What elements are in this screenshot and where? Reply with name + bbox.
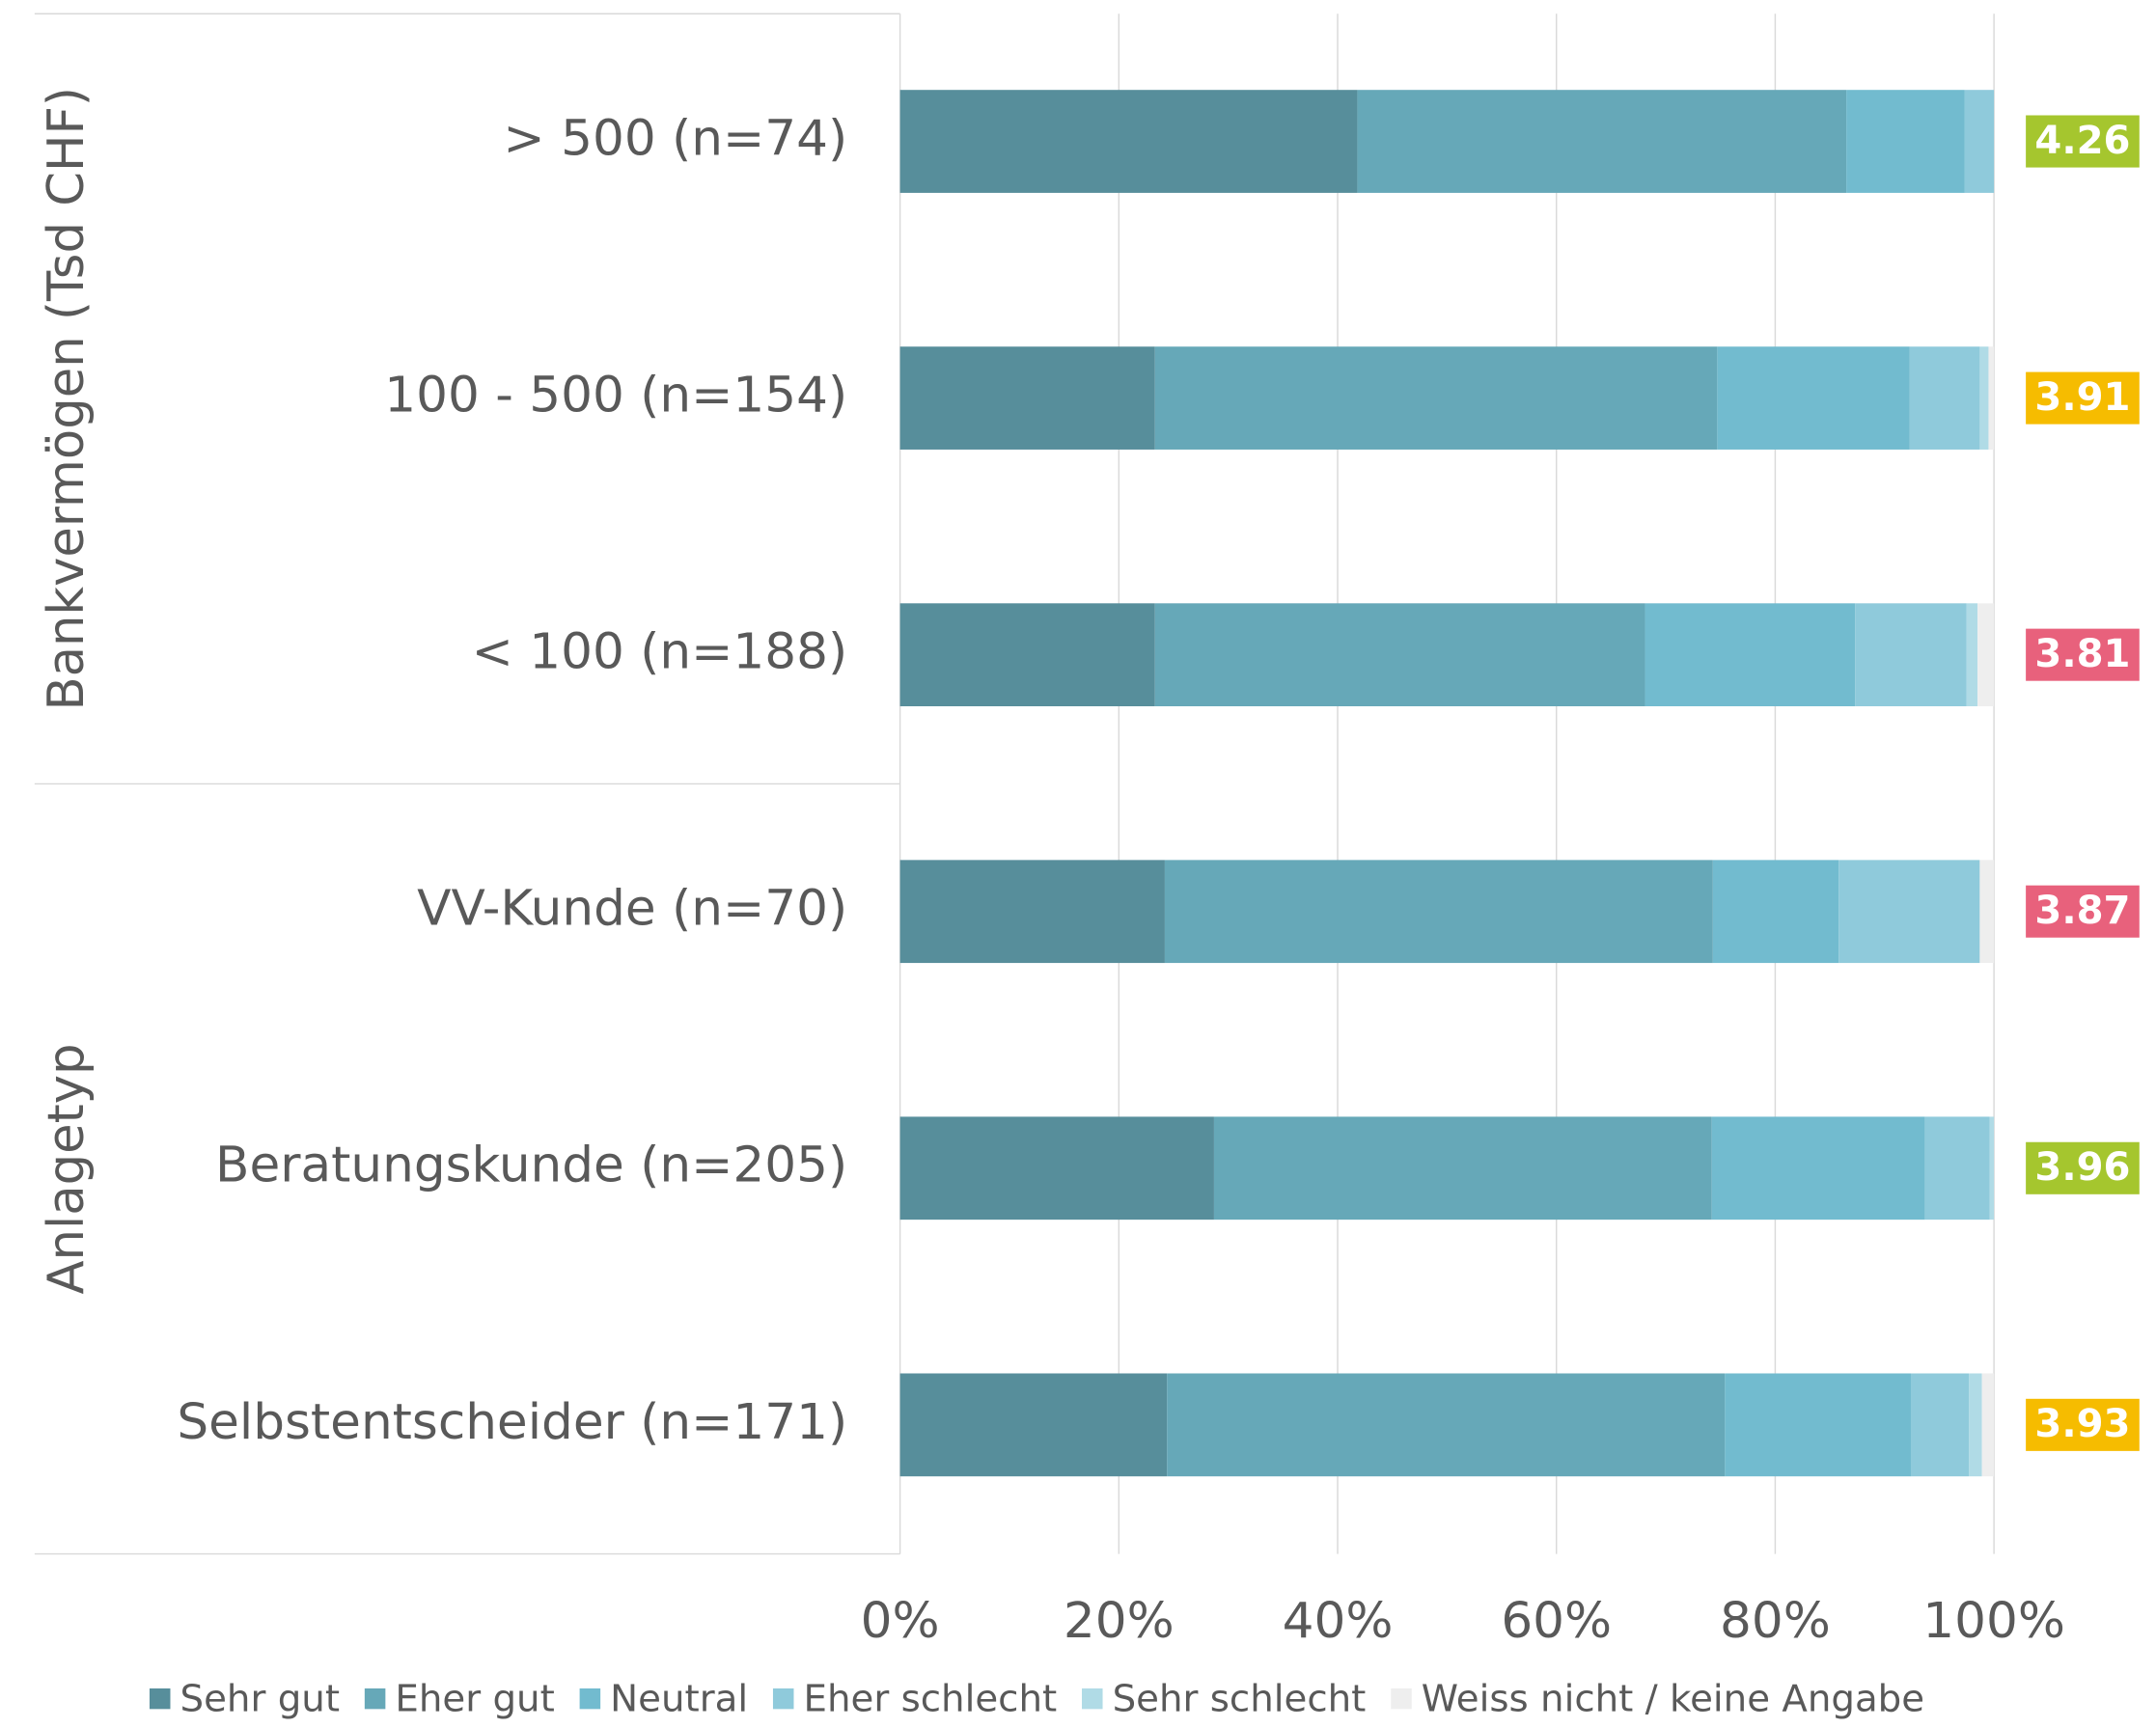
bar-segment [1717,346,1910,450]
bar-segment [1213,1116,1712,1221]
bar-segment [1909,346,1980,450]
x-tick-label: 40% [1283,1592,1394,1650]
score-badge [2026,1398,2140,1451]
bar-segment [1979,860,1995,964]
legend-label: Sehr gut [180,1677,340,1720]
score-badge [2026,885,2140,938]
y-tick-label: VV-Kunde (n=70) [417,880,847,938]
legend-swatch [1391,1688,1412,1710]
y-tick-label: < 100 (n=188) [472,623,848,681]
legend-swatch [364,1688,386,1710]
x-tick-label: 60% [1501,1592,1612,1650]
x-tick-label: 100% [1922,1592,2065,1650]
bar-segment [899,860,1165,964]
score-label: 3.87 [2034,889,2130,933]
legend-swatch [579,1688,601,1710]
bar-segment [1846,90,1965,193]
bar-segment [1989,1116,1995,1221]
bar-segment [899,1116,1214,1221]
bar-segment [1910,1373,1970,1477]
legend-swatch [1082,1688,1103,1710]
score-badge [2026,371,2140,425]
bar-segment [1167,1373,1726,1477]
legend-label: Sehr schlecht [1113,1677,1367,1720]
bar-segment [1712,860,1839,964]
score-badge [2026,628,2140,681]
bar-segment [1154,346,1718,450]
bar-segment [1838,860,1980,964]
bar-segment [899,346,1155,450]
score-label: 3.96 [2034,1145,2130,1190]
legend-label: Weiss nicht / keine Angabe [1422,1677,1924,1720]
bar-segment [1711,1116,1925,1221]
bar-segment [1966,603,1978,707]
score-badge [2026,115,2140,168]
bar-segment [899,603,1155,707]
bar-segment [899,90,1358,193]
score-badge [2026,1141,2140,1194]
legend-label: Eher schlecht [804,1677,1058,1720]
group-label: Bankvermögen (Tsd CHF) [38,87,96,710]
bar-segment [1964,90,1995,193]
score-label: 3.93 [2034,1402,2130,1446]
x-tick-label: 0% [861,1592,940,1650]
score-label: 4.26 [2034,119,2130,163]
y-tick-label: > 500 (n=74) [503,110,847,168]
y-tick-label: Beratungskunde (n=205) [215,1137,847,1194]
score-label: 3.81 [2034,632,2130,676]
score-label: 3.91 [2034,375,2130,420]
x-tick-label: 20% [1064,1592,1175,1650]
legend-swatch [149,1688,171,1710]
legend-label: Neutral [610,1677,748,1720]
legend-label: Eher gut [395,1677,554,1720]
bar-segment [1154,603,1645,707]
bar-segment [1969,1373,1982,1477]
y-tick-label: 100 - 500 (n=154) [384,367,847,425]
bar-segment [1855,603,1967,707]
bar-segment [1988,346,1995,450]
bar-segment [1924,1116,1990,1221]
bar-segment [1725,1373,1911,1477]
bar-segment [1357,90,1847,193]
group-label: Anlagetyp [38,1044,96,1295]
x-tick-label: 80% [1720,1592,1831,1650]
y-tick-label: Selbstentscheider (n=171) [177,1393,847,1451]
bar-segment [1645,603,1856,707]
bar-segment [1979,346,1989,450]
bar-segment [1977,603,1995,707]
bar-segment [1981,1373,1995,1477]
bar-segment [1164,860,1713,964]
legend-swatch [772,1688,794,1710]
bar-segment [899,1373,1168,1477]
